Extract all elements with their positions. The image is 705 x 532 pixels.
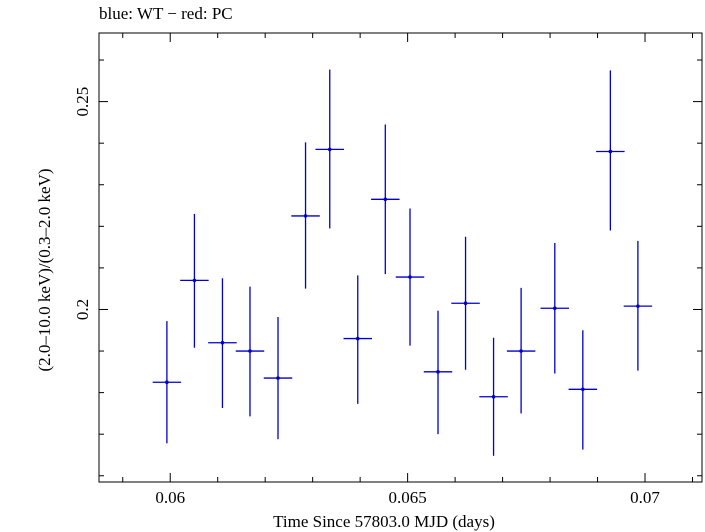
data-marker: [383, 197, 388, 202]
plot-frame: [98, 32, 703, 483]
data-marker: [519, 349, 523, 353]
x-tick-label: 0.06: [155, 488, 185, 507]
data-point: [596, 70, 625, 231]
data-marker: [436, 370, 440, 374]
y-axis-label: (2.0–10.0 keV)/(0.3–2.0 keV): [35, 168, 54, 371]
chart-title: blue: WT − red: PC: [99, 4, 233, 23]
axis-ticks: [99, 33, 702, 482]
data-marker: [553, 306, 557, 311]
data-point: [343, 275, 373, 404]
data-marker: [491, 394, 496, 399]
data-point: [371, 124, 400, 275]
data-marker: [463, 301, 468, 306]
data-point: [291, 142, 320, 289]
data-marker: [303, 214, 308, 218]
data-point: [395, 208, 425, 346]
data-point: [623, 240, 653, 371]
data-points: [152, 69, 653, 456]
data-point: [180, 213, 209, 348]
data-point: [235, 286, 265, 417]
data-marker: [276, 376, 280, 380]
data-marker: [192, 278, 197, 283]
data-marker: [327, 147, 332, 152]
data-point: [540, 242, 570, 374]
data-point: [208, 278, 237, 408]
data-point: [568, 330, 598, 450]
data-marker: [355, 336, 360, 341]
data-marker: [581, 387, 585, 392]
y-tick-label: 0.2: [73, 299, 92, 320]
axis-tick-labels: 0.06 0.065 0.07 0.2 0.25: [73, 87, 660, 507]
data-point: [263, 316, 293, 440]
data-marker: [408, 275, 412, 279]
x-axis-label: Time Since 57803.0 MJD (days): [273, 512, 495, 531]
data-marker: [608, 149, 613, 154]
data-point: [506, 287, 536, 414]
data-marker: [165, 380, 169, 385]
data-marker: [220, 340, 225, 345]
data-point: [479, 337, 508, 456]
data-point: [315, 69, 344, 229]
x-tick-label: 0.065: [388, 488, 426, 507]
data-marker: [636, 304, 640, 308]
data-point: [152, 321, 182, 444]
x-tick-label: 0.07: [630, 488, 660, 507]
y-tick-label: 0.25: [73, 87, 92, 117]
data-point: [423, 310, 453, 435]
data-point: [451, 236, 480, 370]
data-marker: [248, 349, 252, 353]
